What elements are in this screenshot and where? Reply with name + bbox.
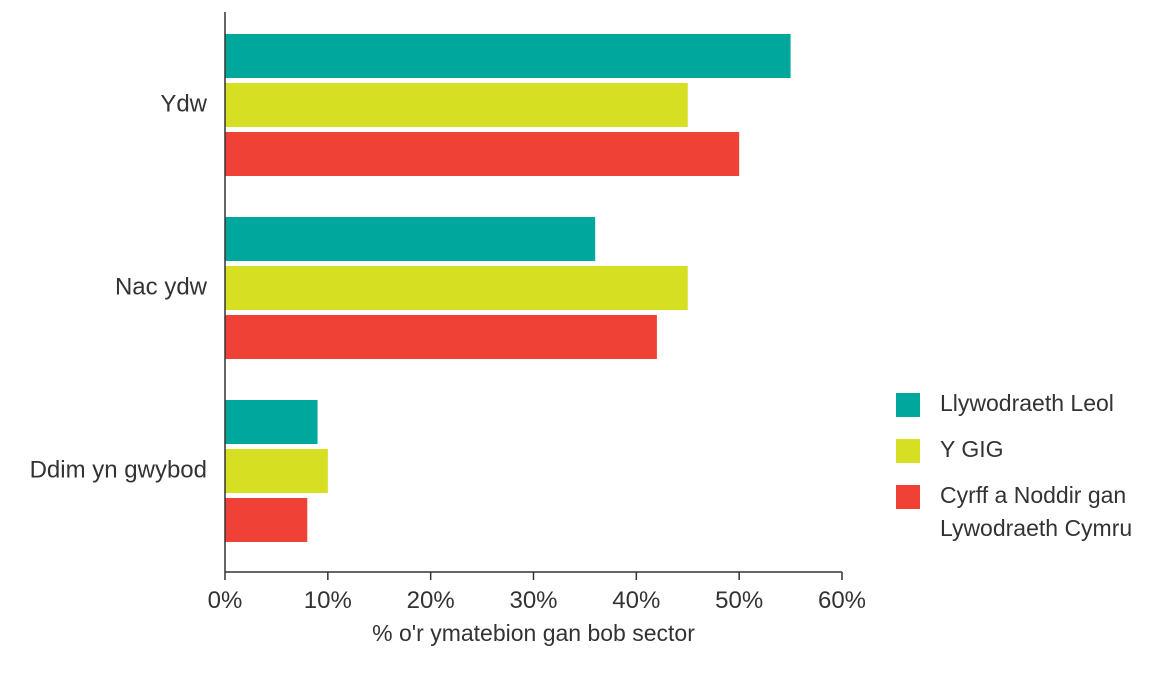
bars-group xyxy=(225,34,791,542)
x-tick-label: 40% xyxy=(612,587,660,614)
bar xyxy=(225,266,688,310)
bar xyxy=(225,34,791,78)
legend-label: Llywodraeth Leol xyxy=(940,390,1114,416)
bar xyxy=(225,83,688,127)
x-tick-label: 50% xyxy=(715,587,763,614)
legend-label: Cyrff a Noddir gan xyxy=(940,482,1126,508)
category-label: Nac ydw xyxy=(115,273,208,300)
bar xyxy=(225,315,657,359)
category-label: Ydw xyxy=(160,90,207,117)
legend-swatch xyxy=(896,439,920,463)
x-tick-label: 30% xyxy=(509,587,557,614)
x-tick-label: 20% xyxy=(407,587,455,614)
bar xyxy=(225,498,308,542)
legend-swatch xyxy=(896,485,920,509)
x-tick-label: 10% xyxy=(304,587,352,614)
legend-label: Lywodraeth Cymru xyxy=(940,515,1132,541)
x-tick-label: 0% xyxy=(208,587,243,614)
category-label: Ddim yn gwybod xyxy=(30,456,207,483)
legend-label: Y GIG xyxy=(940,436,1004,462)
bar xyxy=(225,217,596,261)
x-axis-ticks: 0% 10% 20% 30% 40% 50% 60% xyxy=(208,572,866,614)
x-tick-label: 60% xyxy=(818,587,866,614)
category-labels: Ydw Nac ydw Ddim yn gwybod xyxy=(30,90,208,483)
bar xyxy=(225,132,740,176)
bar xyxy=(225,449,328,493)
legend: Llywodraeth Leol Y GIG Cyrff a Noddir gan L… xyxy=(896,390,1132,541)
legend-swatch xyxy=(896,393,920,417)
x-axis-title: % o'r ymatebion gan bob sector xyxy=(372,620,695,646)
bar xyxy=(225,400,318,444)
